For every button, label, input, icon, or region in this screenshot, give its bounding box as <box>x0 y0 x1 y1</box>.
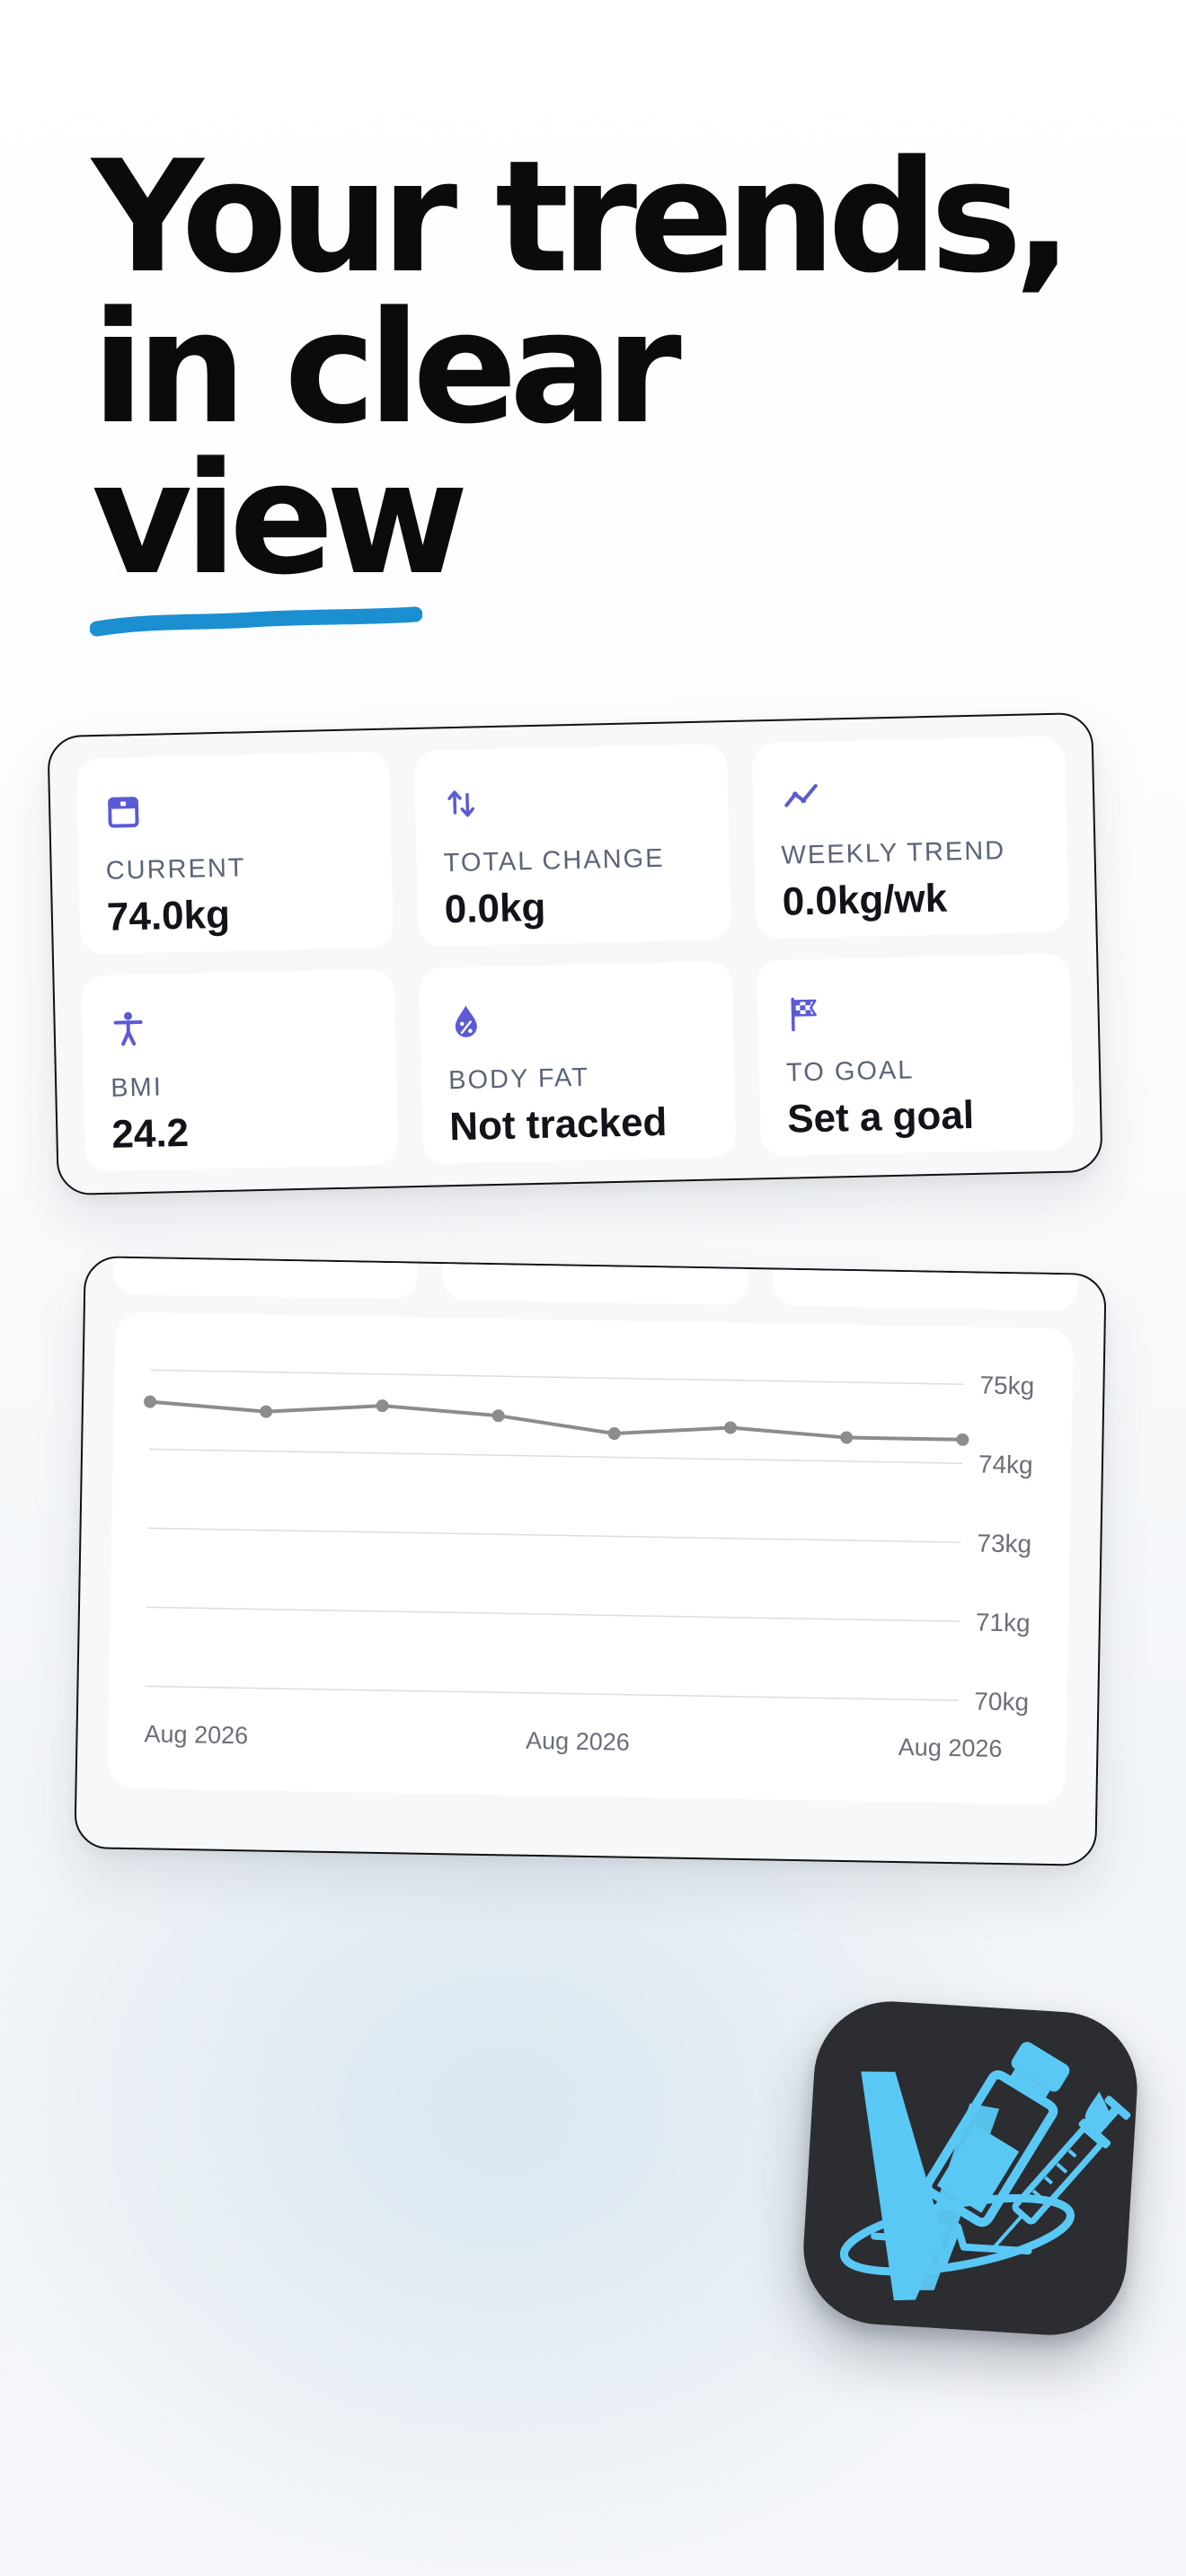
app-icon <box>799 1997 1142 2340</box>
peek-tile <box>772 1256 1079 1311</box>
stat-label: BODY FAT <box>447 1063 590 1096</box>
data-point <box>724 1421 738 1434</box>
droplet-percent-icon <box>455 1005 477 1037</box>
stat-tile-total-change[interactable]: TOTAL CHANGE 0.0kg <box>413 744 731 947</box>
stat-value: 0.0kg <box>444 885 546 932</box>
stat-value: 74.0kg <box>106 892 231 940</box>
peek-row <box>112 1256 1079 1311</box>
x-tick-label: Aug 2026 <box>144 1720 248 1749</box>
checkered-flag-icon <box>791 997 817 1032</box>
chart-card: 75kg 74kg 73kg 71kg 70kg Aug 2026 Aug 2026 Aug … <box>74 1256 1107 1866</box>
stat-tile-bmi[interactable]: BMI 24.2 <box>81 968 399 1172</box>
stat-label: CURRENT <box>105 853 246 886</box>
series-line <box>149 1399 963 1442</box>
gridline <box>145 1685 959 1701</box>
data-point <box>491 1409 505 1423</box>
stats-card: CURRENT 74.0kg TOTAL CHANGE 0.0kg WEEKLY… <box>47 711 1103 1196</box>
data-point <box>376 1399 389 1413</box>
vial-syringe-logo-icon <box>839 2042 1131 2301</box>
stat-value: 24.2 <box>111 1110 190 1157</box>
gridline <box>147 1527 961 1543</box>
stat-tile-to-goal[interactable]: TO GOAL Set a goal <box>757 953 1075 1157</box>
gridline <box>146 1606 960 1622</box>
headline-line-2: in clear <box>92 278 682 458</box>
x-tick-label: Aug 2026 <box>898 1734 1003 1762</box>
stat-value: Set a goal <box>786 1092 975 1142</box>
arrows-up-down-icon <box>447 790 475 817</box>
stat-tile-weekly-trend[interactable]: WEEKLY TREND 0.0kg/wk <box>751 736 1069 940</box>
stat-value: Not tracked <box>448 1099 668 1150</box>
stat-label: WEEKLY TREND <box>781 836 1006 870</box>
stat-label: TO GOAL <box>785 1055 915 1088</box>
y-tick-label: 75kg <box>979 1372 1034 1400</box>
peek-tile <box>112 1256 420 1300</box>
peek-tile <box>442 1256 749 1306</box>
x-tick-label: Aug 2026 <box>526 1727 630 1756</box>
y-tick-label: 73kg <box>977 1530 1031 1558</box>
gridline <box>150 1369 964 1385</box>
y-tick-label: 74kg <box>978 1451 1033 1479</box>
y-tick-label: 70kg <box>974 1687 1029 1716</box>
stat-value: 0.0kg/wk <box>782 876 948 924</box>
stat-label: BMI <box>110 1072 164 1103</box>
trend-line-icon <box>784 783 818 807</box>
headline: Your trends, in clear view <box>92 127 1073 609</box>
data-point <box>144 1395 157 1408</box>
data-point <box>956 1433 969 1446</box>
y-tick-label: 71kg <box>976 1608 1031 1636</box>
underline-swash <box>90 606 422 637</box>
data-point <box>840 1431 854 1444</box>
scale-icon <box>108 797 139 828</box>
data-point <box>260 1405 273 1418</box>
weight-chart-panel: 75kg 74kg 73kg 71kg 70kg Aug 2026 Aug 2026 Aug … <box>107 1311 1074 1805</box>
stat-tile-current[interactable]: CURRENT 74.0kg <box>75 751 394 955</box>
headline-line-1: Your trends, <box>92 127 1073 307</box>
gridline <box>149 1448 962 1464</box>
data-point <box>607 1427 621 1441</box>
person-icon <box>113 1011 143 1046</box>
headline-line-3: view <box>92 428 469 609</box>
stats-grid: CURRENT 74.0kg TOTAL CHANGE 0.0kg WEEKLY… <box>75 736 1075 1172</box>
stat-tile-body-fat[interactable]: BODY FAT Not tracked <box>419 961 737 1164</box>
stat-label: TOTAL CHANGE <box>443 843 665 878</box>
weight-chart: 75kg 74kg 73kg 71kg 70kg Aug 2026 Aug 2026 Aug … <box>144 1369 1034 1762</box>
